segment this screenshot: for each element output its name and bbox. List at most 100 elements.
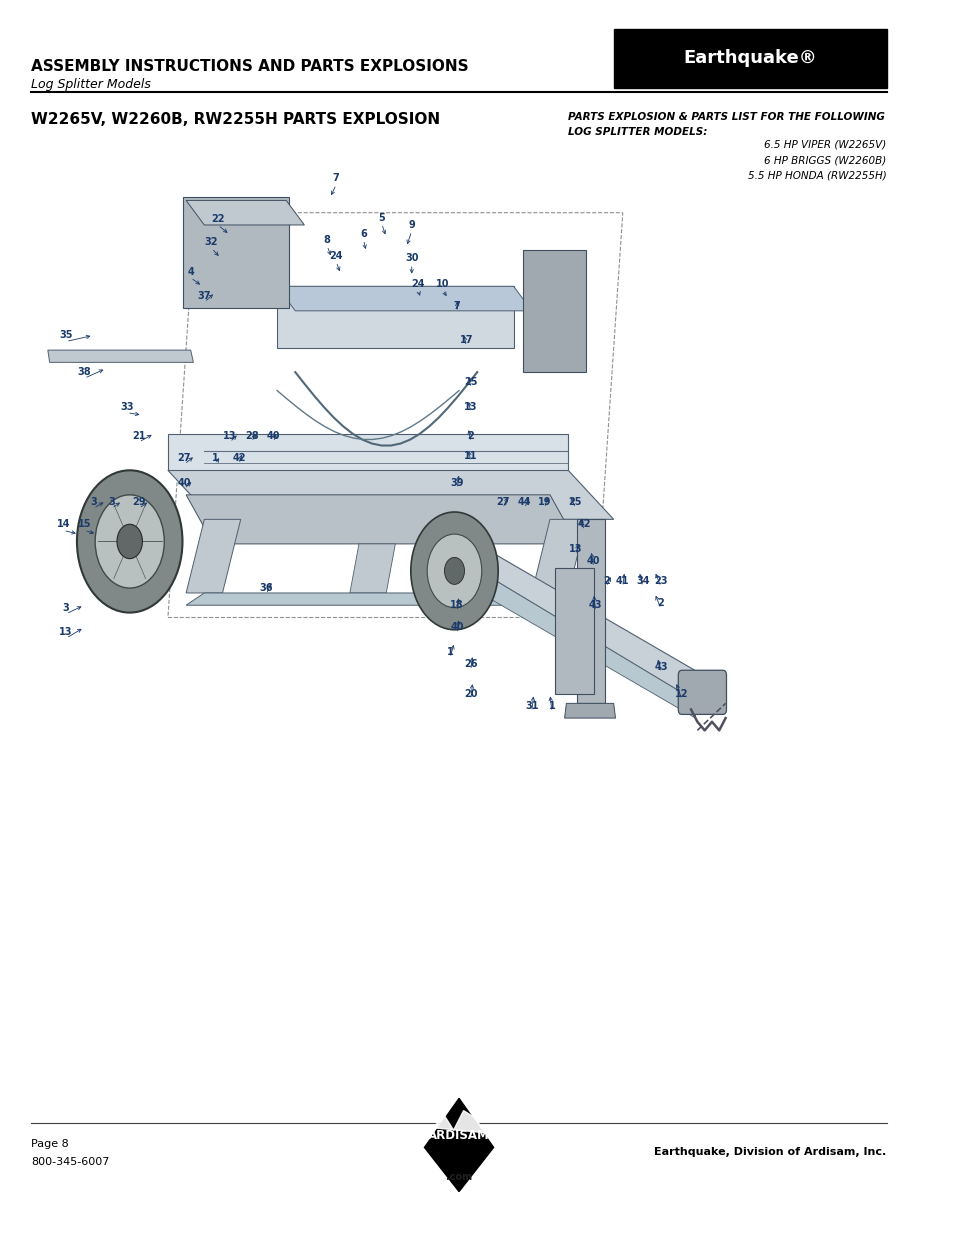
- Circle shape: [427, 534, 481, 608]
- Polygon shape: [168, 471, 613, 520]
- Text: 15: 15: [77, 519, 91, 530]
- Text: 39: 39: [450, 478, 463, 488]
- Text: 32: 32: [205, 237, 218, 247]
- Text: 23: 23: [654, 576, 667, 585]
- Text: PARTS EXPLOSION & PARTS LIST FOR THE FOLLOWING: PARTS EXPLOSION & PARTS LIST FOR THE FOL…: [568, 112, 884, 122]
- Text: .com: .com: [445, 1172, 472, 1182]
- Text: 27: 27: [177, 453, 191, 463]
- FancyBboxPatch shape: [678, 671, 726, 714]
- Text: 13: 13: [59, 627, 72, 637]
- Text: 30: 30: [405, 253, 418, 263]
- Polygon shape: [186, 593, 586, 605]
- Circle shape: [117, 525, 142, 558]
- Polygon shape: [458, 543, 713, 701]
- Text: 24: 24: [411, 279, 424, 289]
- Text: 13: 13: [568, 543, 581, 553]
- Text: 2: 2: [602, 576, 609, 585]
- Polygon shape: [186, 200, 304, 225]
- Text: 33: 33: [120, 401, 133, 411]
- Text: 13: 13: [463, 401, 477, 411]
- FancyBboxPatch shape: [613, 28, 885, 88]
- Circle shape: [77, 471, 182, 613]
- Text: 41: 41: [616, 576, 629, 585]
- Text: 17: 17: [459, 335, 473, 346]
- Text: 5: 5: [378, 212, 385, 222]
- Text: 27: 27: [496, 498, 509, 508]
- Text: 43: 43: [588, 600, 601, 610]
- Text: 11: 11: [463, 451, 477, 461]
- Polygon shape: [522, 249, 586, 372]
- Text: 24: 24: [329, 251, 343, 261]
- Text: W2265V, W2260B, RW2255H PARTS EXPLOSION: W2265V, W2260B, RW2255H PARTS EXPLOSION: [31, 112, 440, 127]
- Circle shape: [95, 495, 164, 588]
- Text: 25: 25: [568, 498, 581, 508]
- Polygon shape: [276, 287, 513, 347]
- Text: 40: 40: [586, 556, 599, 566]
- Text: 26: 26: [463, 659, 477, 669]
- Polygon shape: [186, 520, 240, 593]
- Text: 6 HP BRIGGS (W2260B): 6 HP BRIGGS (W2260B): [763, 156, 885, 165]
- Text: 31: 31: [524, 700, 538, 711]
- Text: 7: 7: [333, 173, 339, 183]
- Polygon shape: [424, 1098, 493, 1192]
- Polygon shape: [531, 520, 586, 593]
- Text: 28: 28: [245, 431, 258, 441]
- Text: LOG SPLITTER MODELS:: LOG SPLITTER MODELS:: [568, 127, 707, 137]
- Text: 2: 2: [467, 431, 474, 441]
- Circle shape: [444, 557, 464, 584]
- Text: 34: 34: [636, 576, 649, 585]
- Text: ASSEMBLY INSTRUCTIONS AND PARTS EXPLOSIONS: ASSEMBLY INSTRUCTIONS AND PARTS EXPLOSIO…: [31, 59, 469, 74]
- Text: 38: 38: [77, 367, 91, 377]
- Text: 40: 40: [267, 431, 280, 441]
- Text: 40: 40: [177, 478, 191, 488]
- Text: 19: 19: [537, 498, 551, 508]
- Text: 6.5 HP VIPER (W2265V): 6.5 HP VIPER (W2265V): [763, 140, 885, 149]
- Polygon shape: [577, 520, 604, 704]
- Text: 40: 40: [450, 622, 463, 632]
- Text: 20: 20: [463, 689, 477, 699]
- Text: 36: 36: [259, 583, 273, 593]
- FancyBboxPatch shape: [183, 196, 289, 309]
- Text: 14: 14: [56, 519, 70, 530]
- Polygon shape: [433, 1110, 484, 1132]
- Text: 42: 42: [232, 453, 245, 463]
- Text: 1: 1: [446, 647, 453, 657]
- Text: 4: 4: [187, 267, 193, 277]
- Circle shape: [411, 513, 497, 630]
- Text: 8: 8: [323, 235, 331, 245]
- Text: Log Splitter Models: Log Splitter Models: [31, 78, 152, 90]
- Polygon shape: [564, 704, 615, 718]
- Text: 35: 35: [59, 331, 72, 341]
- Text: 25: 25: [463, 377, 477, 387]
- Text: 43: 43: [654, 662, 667, 672]
- Text: 5.5 HP HONDA (RW2255H): 5.5 HP HONDA (RW2255H): [747, 170, 885, 182]
- Text: 1: 1: [212, 453, 218, 463]
- Text: 29: 29: [132, 498, 146, 508]
- Text: 2: 2: [657, 598, 663, 608]
- Text: ARDISAM: ARDISAM: [428, 1129, 490, 1141]
- Text: Earthquake, Division of Ardisam, Inc.: Earthquake, Division of Ardisam, Inc.: [654, 1147, 885, 1157]
- Text: 42: 42: [578, 519, 591, 530]
- Text: 6: 6: [360, 228, 367, 238]
- Polygon shape: [276, 287, 531, 311]
- Text: 10: 10: [436, 279, 449, 289]
- Polygon shape: [168, 433, 568, 471]
- Text: 12: 12: [675, 689, 688, 699]
- Text: 21: 21: [132, 431, 146, 441]
- Text: 800-345-6007: 800-345-6007: [31, 1157, 110, 1167]
- Polygon shape: [186, 495, 577, 543]
- Polygon shape: [48, 350, 193, 362]
- Text: 37: 37: [197, 291, 211, 301]
- Text: Page 8: Page 8: [31, 1139, 70, 1149]
- Text: 3: 3: [108, 498, 114, 508]
- Polygon shape: [458, 558, 695, 718]
- Text: 7: 7: [454, 301, 460, 311]
- Text: Earthquake®: Earthquake®: [682, 49, 816, 67]
- Text: 3: 3: [90, 498, 96, 508]
- Text: 22: 22: [211, 214, 225, 224]
- Polygon shape: [350, 543, 395, 593]
- Text: 9: 9: [408, 220, 415, 230]
- Text: 44: 44: [517, 498, 531, 508]
- FancyBboxPatch shape: [555, 568, 593, 694]
- Text: 18: 18: [450, 600, 463, 610]
